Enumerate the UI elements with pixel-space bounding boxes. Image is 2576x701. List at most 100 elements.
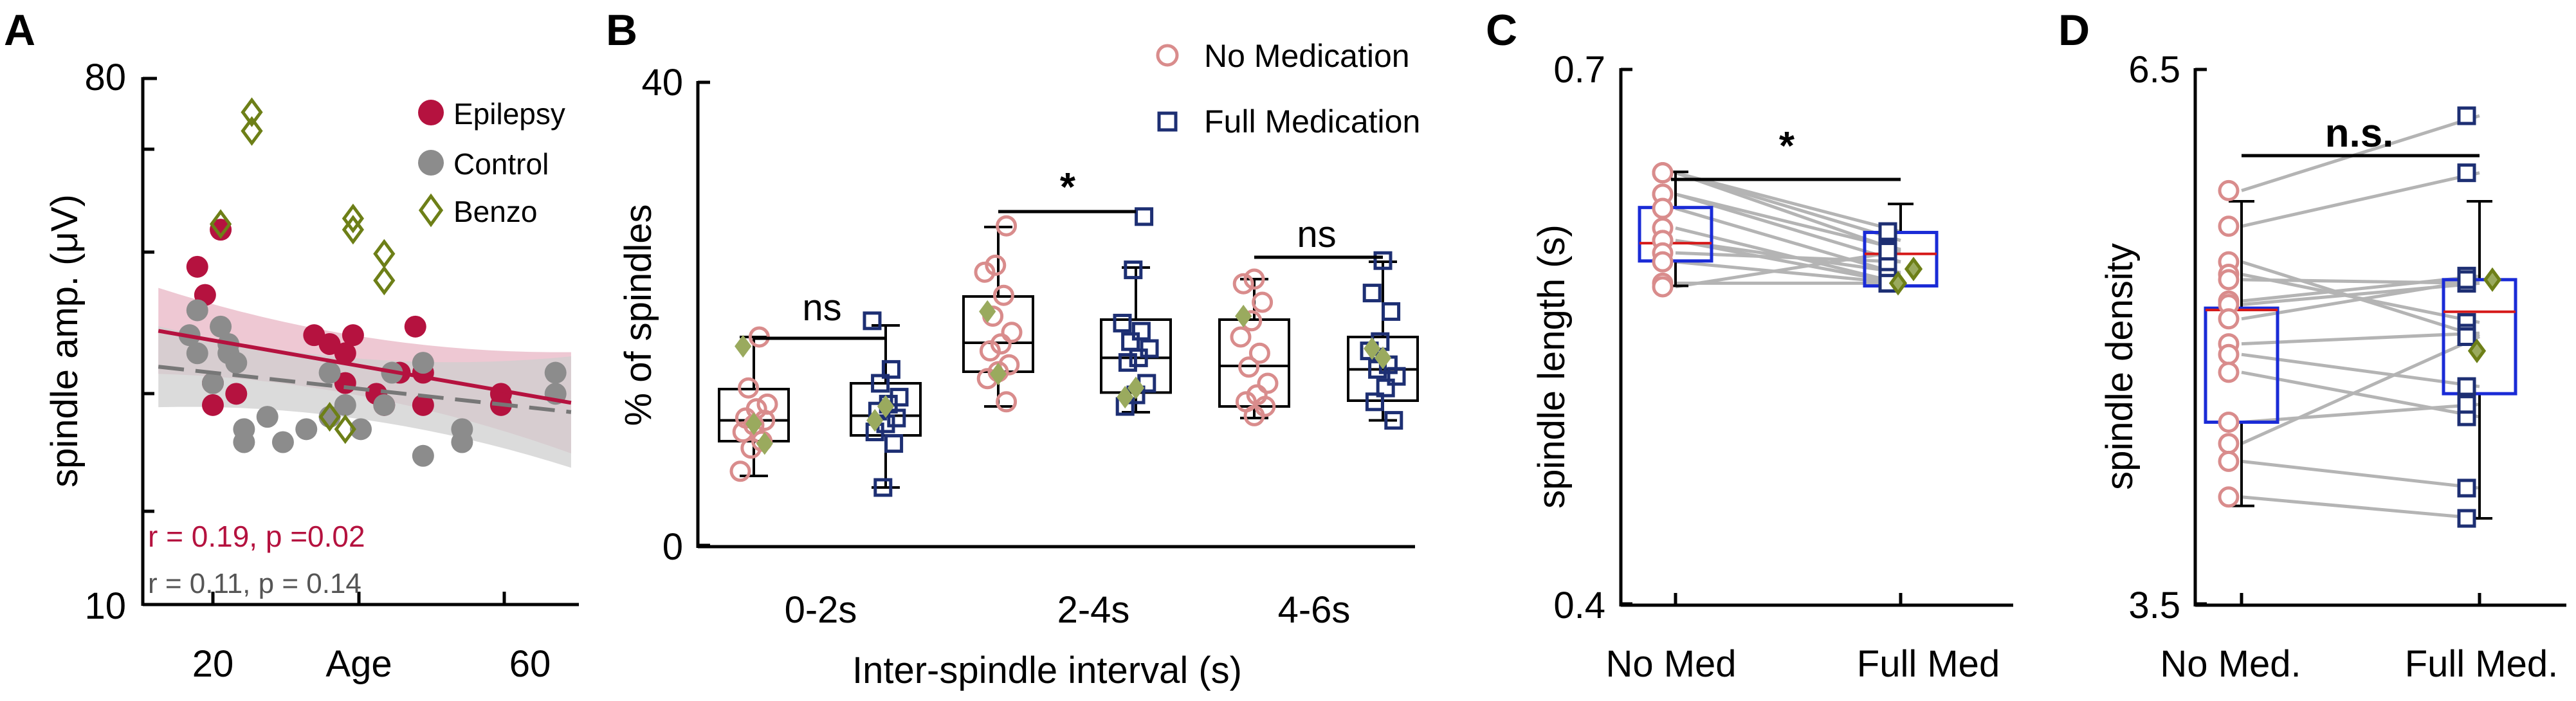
epilepsy-point [412,394,434,416]
pair-line [1675,171,1901,233]
panel-c-ylabel: spindle length (s) [1531,224,1573,509]
full-med-point [1113,313,1132,332]
pair-line [2241,114,2480,192]
full-med-point [873,478,893,497]
benzo-point [334,414,356,444]
epilepsy-point [186,255,208,278]
pair-line [2240,335,2481,445]
no-med-point [1238,356,1260,378]
full-med-point [1135,207,1154,226]
pair-line [2241,403,2480,424]
full-med-point [2457,327,2476,346]
full-med-point [884,434,904,453]
full-med-point [1365,392,1384,412]
no-med-point [1230,326,1252,348]
no-med-point [1248,342,1270,364]
panel-b-boxes [718,207,1419,497]
no-med-point [2218,411,2240,433]
panel-a-legend: Epilepsy Control Benzo [418,97,565,228]
pair-line [2241,352,2480,388]
control-point [201,372,224,394]
control-point [412,352,434,374]
no-med-point [985,254,1007,276]
pair-line [2241,278,2480,285]
benzo-point [866,408,884,432]
no-med-point [1252,291,1274,313]
panel-b-cat-2: 4-6s [1278,589,1351,631]
panel-c-cat-0: No Med [1605,643,1736,685]
left-box [1638,206,1713,263]
no-med-point [1652,197,1674,219]
benzo-point [989,362,1007,386]
control-point [350,418,372,441]
no-med-point [1652,276,1674,298]
legend-control-marker [418,150,444,176]
full-med-point [1878,222,1897,241]
benzo-point [1888,271,1908,296]
legend-epilepsy-marker [418,100,444,125]
benzo-point [241,116,263,146]
no-med-point [729,460,751,482]
panel-d-plot [2204,106,2517,528]
no-med-point [756,393,778,415]
panel-c-ytick-bottom: 0.4 [1553,585,1605,626]
no-med-point [990,333,1012,355]
control-point [544,361,567,384]
full-med-point [1131,322,1151,341]
control-point [186,342,208,365]
pair-line [2241,459,2480,490]
benzo-point [241,97,263,127]
panel-c-letter: C [1486,6,1517,55]
epilepsy-point [404,315,426,338]
panel-b-y-ticks [698,80,710,547]
benzo-point [2483,267,2502,292]
benzo-point [1374,346,1392,370]
full-med-point [1382,302,1401,321]
control-point [318,361,341,384]
full-med-point [2457,478,2476,498]
panel-a-ytick-bottom: 10 [84,585,126,627]
control-point [412,444,434,467]
panel-a-y-ticks [143,77,157,513]
full-med-point [2457,270,2476,289]
benzo-point [745,412,763,435]
epilepsy-point [342,324,364,347]
legend-no-med-marker [1156,44,1179,67]
full-med-point [890,388,909,407]
panel-b-letter: B [606,6,637,55]
no-med-point [996,215,1018,237]
full-med-point [2457,377,2476,396]
no-med-point [1257,372,1279,394]
panel-a-ylabel: spindle amp. (μV) [44,194,86,487]
panel-b-ytick-top: 40 [641,62,683,104]
control-point [295,418,318,441]
epilepsy-point [201,394,224,416]
no-med-point [2218,308,2240,330]
full-med-point [1362,284,1382,303]
epilepsy-point [225,383,248,405]
benzo-point [342,215,365,245]
full-med-point [871,374,890,393]
panel-a-xtick-20: 20 [192,643,234,685]
no-med-point [738,377,760,399]
epilepsy-fit-line [158,329,572,405]
no-med-point [2218,215,2240,237]
benzo-point [2467,338,2487,363]
left-box [2204,306,2279,424]
legend-no-med-label: No Medication [1204,38,1410,74]
no-med-point [1235,391,1257,413]
panel-d-sig: n.s. [2325,111,2394,156]
no-med-point [1001,322,1023,343]
panel-b: B 40 0 % of spindles Inter-spindle inter… [606,6,1420,691]
no-med-point [2218,179,2240,201]
panel-a-xtick-60: 60 [509,643,551,685]
full-med-point [1121,332,1140,351]
panel-d-ylabel: spindle density [2099,243,2141,490]
benzo-point [756,432,773,455]
no-med-point [2218,269,2240,291]
no-med-point [1243,268,1265,290]
no-med-point [2218,486,2240,508]
panel-c-y-ticks [1621,68,1903,606]
no-med-point [1652,162,1674,184]
